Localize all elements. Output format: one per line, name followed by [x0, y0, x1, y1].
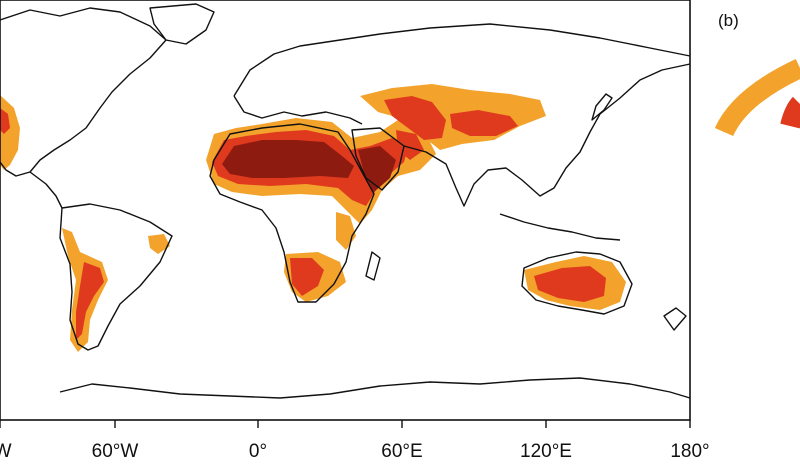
coastline-mediterranean — [233, 95, 363, 125]
region-east-africa — [336, 212, 356, 250]
tick-label-lon-5: 180° — [670, 441, 709, 462]
coastline-madagascar — [365, 251, 381, 281]
region-arabia-core — [358, 146, 396, 192]
region-tarim-gobi — [450, 110, 518, 136]
region-central-asia-core — [384, 96, 446, 140]
tick-label-lon-2: 0° — [249, 441, 267, 462]
coastline-antarctica — [59, 377, 691, 399]
region-brazil-east — [148, 234, 170, 254]
panel-b-inner-arc — [780, 96, 800, 129]
coastline-greenland — [149, 3, 215, 45]
longitude-tick-labels: °W 60°W 0° 60°E 120°E 180° — [0, 441, 710, 462]
tick-label-lon-1: 60°W — [92, 441, 139, 462]
coastline-south-america — [59, 203, 173, 351]
region-southern-africa-core — [290, 258, 324, 296]
coastline-indonesia — [499, 213, 621, 241]
map-frame-border — [0, 0, 691, 421]
tick-label-lon-3: 60°E — [381, 441, 422, 462]
tick-label-lon-4: 120°E — [520, 441, 572, 462]
region-south-america-core — [76, 262, 104, 340]
coastline-australia — [521, 251, 633, 315]
world-map-panel: °W 60°W 0° 60°E 120°E 180° — [0, 0, 710, 462]
region-north-america-core — [0, 108, 10, 134]
longitude-ticks — [0, 420, 691, 428]
coastlines — [0, 3, 691, 399]
coastline-new-zealand — [663, 307, 687, 331]
panel-b: (b) — [714, 11, 800, 137]
coastline-central-america — [29, 171, 63, 209]
aridity-regions — [0, 84, 626, 352]
coastline-eurasia-north — [233, 23, 691, 97]
region-sahara-core — [222, 140, 354, 178]
coastline-africa — [209, 123, 375, 303]
panel-b-label: (b) — [718, 11, 739, 30]
panel-b-outer-arc — [714, 58, 800, 137]
coastline-north-america — [0, 7, 167, 177]
region-australia-core — [534, 266, 606, 302]
coastline-arabia — [351, 127, 405, 191]
coastline-south-asia — [403, 63, 691, 207]
tick-label-lon-0: °W — [0, 441, 12, 462]
coastline-japan — [591, 93, 613, 121]
